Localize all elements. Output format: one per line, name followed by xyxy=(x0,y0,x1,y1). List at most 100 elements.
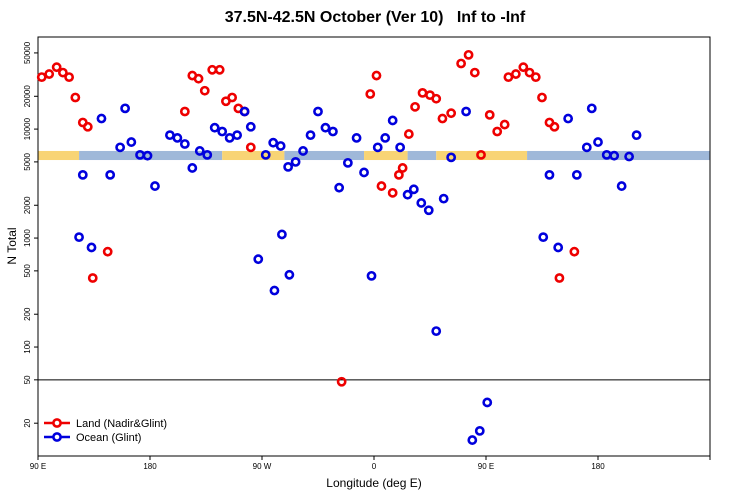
land-point xyxy=(376,181,387,191)
ocean-series xyxy=(74,103,642,445)
chart-title: 37.5N-42.5N October (Ver 10) Inf to -Inf xyxy=(224,9,526,26)
land-point xyxy=(518,62,529,73)
ocean-point xyxy=(334,182,345,193)
ocean-point xyxy=(609,150,620,161)
ocean-point xyxy=(202,149,213,160)
land-point xyxy=(57,67,68,78)
ocean-point xyxy=(631,130,642,141)
ocean-point xyxy=(74,232,84,243)
ocean-point xyxy=(224,133,235,143)
land-point xyxy=(193,73,204,84)
land-point xyxy=(199,85,210,96)
land-point xyxy=(410,101,420,112)
ocean-point xyxy=(217,126,228,137)
band-segment-land xyxy=(38,150,80,161)
ocean-point xyxy=(328,126,338,137)
ocean-point xyxy=(269,285,280,296)
land-point xyxy=(371,70,382,81)
land-point xyxy=(463,49,474,60)
legend-label: Land (Nadir&Glint) xyxy=(76,418,167,430)
ocean-point xyxy=(245,121,256,132)
ocean-point xyxy=(253,254,264,265)
ocean-point xyxy=(563,113,574,124)
band-segment-land xyxy=(222,150,285,161)
ocean-point xyxy=(387,115,398,126)
y-tick-label: 10000 xyxy=(23,117,32,140)
ocean-point xyxy=(544,169,555,180)
x-tick-label: 90 W xyxy=(253,462,272,471)
ocean-point xyxy=(366,270,377,281)
x-tick-label: 180 xyxy=(143,462,157,471)
ocean-point xyxy=(342,157,353,168)
land-point xyxy=(437,113,448,124)
land-point xyxy=(446,108,457,119)
land-point xyxy=(549,121,560,132)
data-points xyxy=(36,49,642,445)
ocean-point xyxy=(290,156,301,167)
ocean-point xyxy=(553,242,564,253)
land-point xyxy=(336,376,347,387)
y-tick-label: 2000 xyxy=(23,196,32,214)
land-point xyxy=(102,246,113,257)
ocean-point xyxy=(305,130,316,141)
land-point xyxy=(524,67,535,78)
ocean-point xyxy=(105,169,116,180)
y-tick-label: 20000 xyxy=(23,85,32,108)
y-tick-label: 1000 xyxy=(23,229,32,247)
ocean-point xyxy=(351,133,362,143)
ocean-point xyxy=(372,142,383,153)
land-series xyxy=(36,49,580,387)
land-point xyxy=(554,273,565,283)
ocean-point xyxy=(313,106,323,117)
ocean-point xyxy=(120,103,131,114)
land-point xyxy=(51,62,62,73)
ocean-point xyxy=(402,189,413,200)
ocean-point xyxy=(586,103,597,114)
ocean-point xyxy=(593,137,603,147)
ocean-point xyxy=(474,425,485,436)
ocean-point xyxy=(624,151,635,162)
ocean-point xyxy=(77,169,88,180)
land-point xyxy=(245,142,256,153)
land-point xyxy=(484,109,495,120)
ocean-point xyxy=(359,167,369,178)
ocean-point xyxy=(320,122,331,133)
land-point xyxy=(387,187,398,198)
ocean-point xyxy=(165,130,175,141)
land-point xyxy=(214,64,225,75)
ocean-point xyxy=(96,113,107,124)
ocean-point xyxy=(172,133,183,143)
land-point xyxy=(87,273,98,283)
ocean-point xyxy=(298,146,308,156)
land-point xyxy=(537,92,547,103)
ocean-point xyxy=(126,137,137,147)
land-point xyxy=(44,69,55,79)
y-tick-label: 200 xyxy=(23,307,32,321)
land-point xyxy=(456,58,467,69)
land-point xyxy=(431,93,442,104)
ocean-point xyxy=(482,397,493,408)
land-point xyxy=(417,87,428,98)
land-point xyxy=(70,92,81,103)
land-point xyxy=(227,92,238,103)
ocean-point xyxy=(275,141,286,151)
land-point xyxy=(179,106,190,117)
land-point xyxy=(510,69,521,79)
land-point xyxy=(499,119,510,130)
ocean-point xyxy=(408,184,419,195)
ocean-point xyxy=(232,130,243,141)
ocean-point xyxy=(142,150,153,161)
legend-marker xyxy=(52,432,62,442)
x-tick-label: 180 xyxy=(591,462,605,471)
ocean-point xyxy=(260,149,271,160)
land-point xyxy=(492,126,503,137)
legend-marker xyxy=(52,418,62,428)
land-point xyxy=(530,72,541,82)
legend: Land (Nadir&Glint) Ocean (Glint) xyxy=(44,418,167,444)
axes: 90 E 180 90 W 0 90 E 180 20 50 100 200 500 1000 2000… xyxy=(23,36,711,471)
ocean-point xyxy=(461,106,471,117)
ocean-point xyxy=(423,205,434,216)
land-point xyxy=(64,72,75,82)
plot-frame xyxy=(37,36,711,457)
